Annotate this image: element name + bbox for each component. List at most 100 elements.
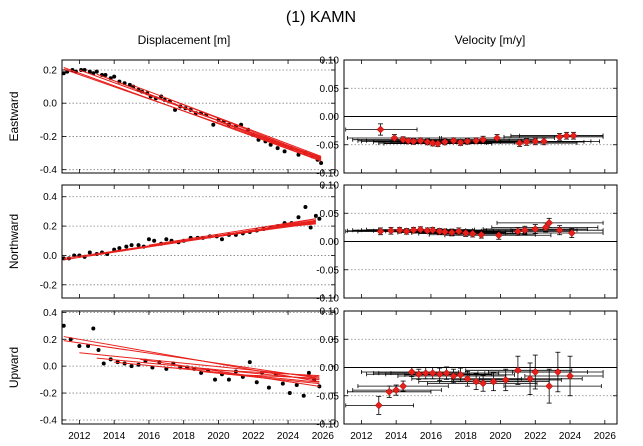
velocity-marker <box>449 136 458 145</box>
velocity-marker <box>463 374 472 383</box>
velocity-marker <box>404 136 413 145</box>
velocity-marker <box>447 228 456 237</box>
data-point <box>152 238 157 243</box>
y-axis-label: Northward <box>7 214 21 269</box>
data-point <box>254 380 259 385</box>
data-point <box>268 142 273 147</box>
velocity-marker <box>423 137 432 146</box>
velocity-marker <box>531 137 540 146</box>
data-point <box>282 149 287 154</box>
velocity-marker <box>513 227 522 236</box>
y-tick-label: 0.05 <box>320 335 340 346</box>
data-point <box>219 237 224 242</box>
panel-vel-up: -0.10 -0.05 0.00 0.05 0.10 2012 2014 2016 2018 20… <box>316 307 618 442</box>
y-tick-label: -0.10 <box>316 420 339 431</box>
velocity-marker <box>421 369 430 378</box>
y-tick-label: -0.05 <box>316 265 339 276</box>
y-axis-label: Upward <box>7 347 21 388</box>
velocity-marker <box>494 231 503 240</box>
y-tick-label: 0.4 <box>43 308 57 319</box>
x-tick-label: 2022 <box>242 431 265 442</box>
velocity-marker <box>477 230 486 239</box>
y-tick-label: 0.0 <box>43 99 57 110</box>
x-tick-label: 2016 <box>138 431 161 442</box>
panel-vel-east: -0.10 -0.05 0.00 0.05 0.10 <box>316 56 618 180</box>
data-point <box>317 216 322 221</box>
x-tick-label: 2012 <box>350 431 373 442</box>
velocity-marker <box>555 132 564 141</box>
velocity-marker <box>407 368 416 376</box>
y-tick-label: 0.00 <box>320 112 340 123</box>
velocity-marker <box>562 131 571 140</box>
y-tick-label: 0.10 <box>320 181 340 192</box>
x-tick-label: 2020 <box>207 431 230 442</box>
data-point <box>280 381 285 386</box>
y-tick-label: -0.05 <box>316 140 339 151</box>
velocity-marker <box>553 368 562 376</box>
y-tick-label: 0.4 <box>43 192 57 203</box>
velocity-marker <box>515 139 524 148</box>
velocity-marker <box>531 225 540 234</box>
velocity-marker <box>540 137 548 146</box>
velocity-marker <box>501 375 510 384</box>
data-point <box>91 326 96 331</box>
fit-line <box>201 371 320 385</box>
data-point <box>306 370 311 375</box>
velocity-marker <box>545 382 554 391</box>
velocity-marker <box>428 369 437 378</box>
fit-line <box>63 68 322 160</box>
velocity-marker <box>399 382 408 391</box>
velocity-marker <box>531 368 540 376</box>
data-point <box>319 161 324 166</box>
x-tick-label: 2024 <box>559 431 582 442</box>
y-tick-label: 0.05 <box>320 84 340 95</box>
y-tick-label: 0.10 <box>320 307 340 318</box>
data-point <box>213 377 218 382</box>
velocity-marker <box>468 229 477 238</box>
velocity-marker <box>435 227 444 236</box>
data-point <box>247 360 252 365</box>
plot-area <box>345 217 604 240</box>
left-column-title: Displacement [m] <box>138 33 231 47</box>
data-point <box>124 244 129 249</box>
fit-line <box>244 131 322 162</box>
y-tick-label: -0.10 <box>316 169 339 180</box>
right-column-title: Velocity [m/y] <box>455 33 526 47</box>
fit-line <box>79 352 320 378</box>
fit-line <box>218 121 322 160</box>
y-tick-label: 0.2 <box>43 222 57 233</box>
velocity-marker <box>409 137 418 146</box>
y-tick-label: 0.0 <box>43 251 57 262</box>
plot-area <box>62 323 322 398</box>
velocity-marker <box>428 226 437 235</box>
velocity-marker <box>376 125 385 134</box>
y-tick-label: 0.00 <box>320 237 340 248</box>
fit-line <box>131 84 322 157</box>
velocity-marker <box>456 138 465 147</box>
data-point <box>150 365 155 370</box>
velocity-marker <box>522 137 531 146</box>
velocity-marker <box>472 377 481 386</box>
velocity-marker <box>569 131 578 140</box>
panel-frame <box>61 59 336 174</box>
panel-disp-north: -0.2 0.0 0.2 0.4 Northward <box>7 184 336 299</box>
velocity-marker <box>489 377 498 386</box>
data-point <box>313 213 318 218</box>
velocity-marker <box>493 134 501 142</box>
x-tick-label: 2022 <box>524 431 547 442</box>
x-tick-label: 2016 <box>420 431 443 442</box>
fit-line <box>192 111 322 158</box>
x-tick-label: 2026 <box>594 431 617 442</box>
data-point <box>62 71 66 76</box>
y-tick-label: -0.2 <box>40 132 58 143</box>
panel-disp-up: -0.4 -0.2 0.0 0.2 0.4 2012 2014 2016 2018 2020 202… <box>7 308 336 442</box>
velocity-marker <box>409 226 418 235</box>
velocity-marker <box>416 136 425 145</box>
panel-vel-north: -0.10 -0.05 0.00 0.05 0.10 <box>316 181 618 305</box>
data-point <box>173 107 178 112</box>
y-tick-label: 0.00 <box>320 363 340 374</box>
fit-line <box>140 358 320 387</box>
data-point <box>103 72 108 77</box>
data-point <box>101 361 106 366</box>
